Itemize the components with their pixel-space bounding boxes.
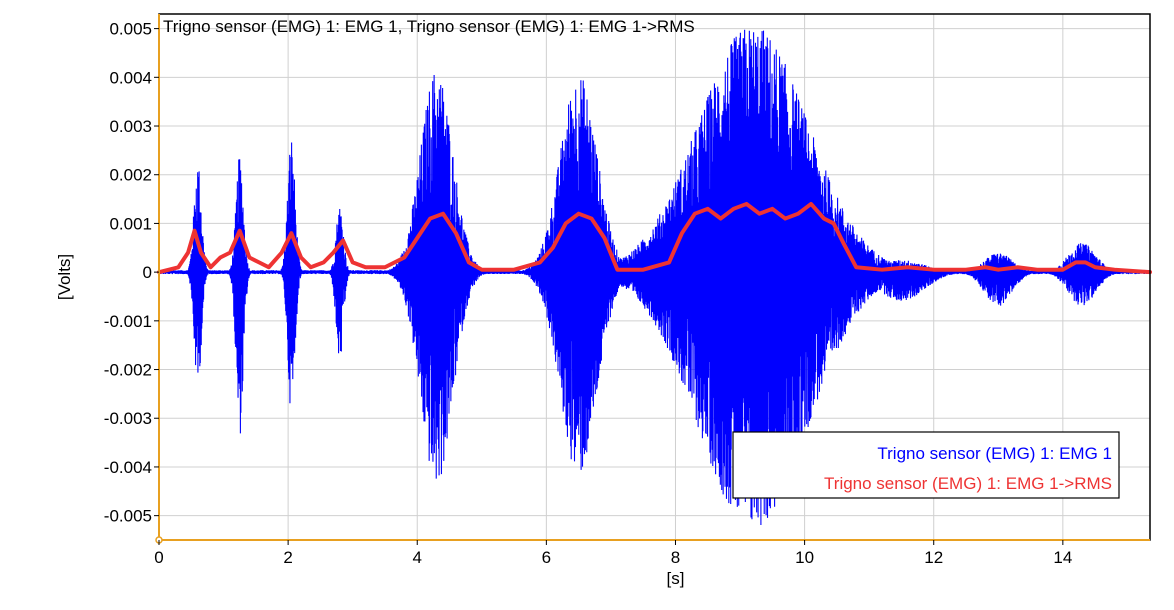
y-tick-label: -0.004 [104,458,152,477]
x-tick-label: 2 [283,548,292,567]
y-tick-label: -0.002 [104,361,152,380]
legend-box [732,431,1120,499]
legend: Trigno sensor (EMG) 1: EMG 1 Trigno sens… [732,431,1120,499]
y-tick-label: 0.002 [109,166,152,185]
chart-title: Trigno sensor (EMG) 1: EMG 1, Trigno sen… [163,17,695,36]
x-axis-label: [s] [667,569,685,588]
y-tick-label: -0.005 [104,507,152,526]
x-tick-label: 14 [1053,548,1072,567]
y-tick-label: 0.005 [109,20,152,39]
x-ticks: 0 2 4 6 8 10 12 14 [154,540,1072,567]
y-tick-label: -0.001 [104,312,152,331]
y-axis-label: [Volts] [55,254,74,300]
y-ticks: 0.005 0.004 0.003 0.002 0.001 0 -0.001 -0.002 -0… [104,20,159,526]
y-tick-label: 0 [143,263,152,282]
x-tick-label: 4 [413,548,422,567]
legend-entry-rms: Trigno sensor (EMG) 1: EMG 1->RMS [824,474,1112,493]
series-layer [157,29,1152,525]
y-tick-label: 0.001 [109,214,152,233]
x-tick-label: 10 [795,548,814,567]
y-tick-label: 0.004 [109,68,152,87]
x-tick-label: 12 [924,548,943,567]
y-tick-label: 0.003 [109,117,152,136]
series-line-rms [157,201,1152,275]
x-tick-label: 0 [154,548,163,567]
y-tick-label: -0.003 [104,409,152,428]
x-tick-label: 6 [542,548,551,567]
legend-entry-raw: Trigno sensor (EMG) 1: EMG 1 [877,444,1112,463]
x-tick-label: 8 [671,548,680,567]
